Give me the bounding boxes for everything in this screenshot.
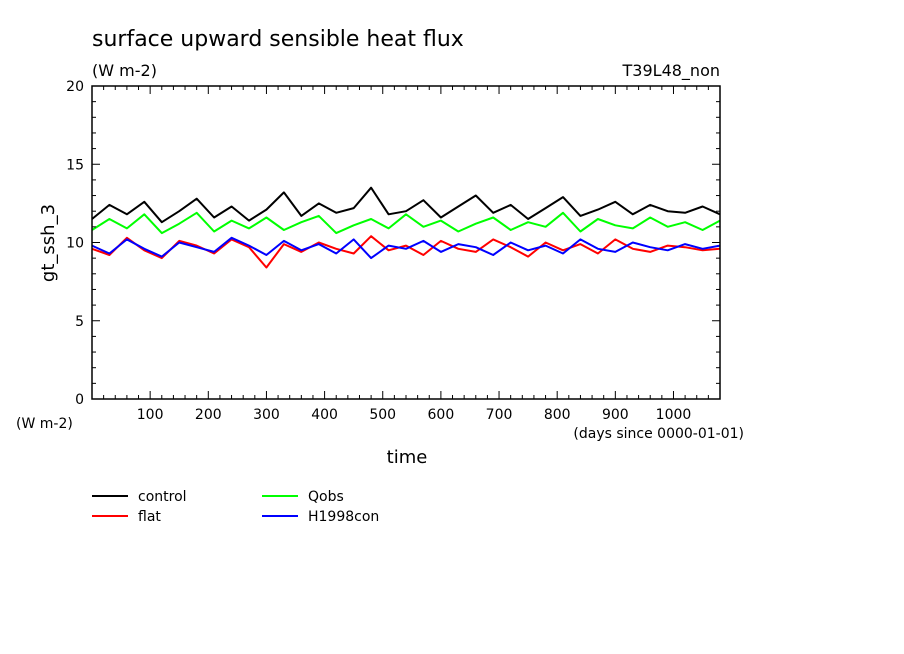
legend-label-control: control (138, 489, 187, 505)
x-tick-label: 200 (195, 407, 222, 423)
x-tick-label: 700 (486, 407, 513, 423)
legend-label-flat: flat (138, 509, 161, 525)
y-tick-label: 10 (66, 236, 84, 252)
y-axis-label: gt_ssh_3 (38, 204, 59, 282)
x-tick-label: 600 (428, 407, 455, 423)
x-tick-label: 100 (137, 407, 164, 423)
y-tick-label: 20 (66, 79, 84, 95)
y-tick-label: 5 (75, 314, 84, 330)
series-line-flat (91, 235, 721, 269)
series-line-control (91, 186, 721, 224)
x-tick-label: 800 (544, 407, 571, 423)
series-line-h1998con (91, 236, 721, 260)
chart-units: (W m-2) (92, 61, 157, 80)
x-tick-label: 300 (253, 407, 280, 423)
x-units-label: (days since 0000-01-01) (573, 426, 744, 442)
tick-layer: 100 200 300 400 500 600 700 800 900 1000 0 5 10 15 20 (66, 79, 720, 423)
y-tick-label: 15 (66, 157, 84, 173)
y-tick-label: 0 (75, 392, 84, 408)
legend-label-h1998con: H1998con (308, 509, 379, 525)
legend-label-qobs: Qobs (308, 489, 344, 505)
x-tick-label: 500 (369, 407, 396, 423)
x-tick-label: 400 (311, 407, 338, 423)
x-tick-label: 1000 (656, 407, 692, 423)
y-units-label: (W m-2) (16, 416, 73, 432)
chart-title: surface upward sensible heat flux (92, 27, 464, 52)
series-line-qobs (91, 211, 721, 235)
run-label: T39L48_non (622, 61, 720, 81)
series-layer (91, 186, 721, 269)
x-tick-label: 900 (602, 407, 629, 423)
legend: control flat Qobs H1998con (92, 489, 379, 525)
x-axis-label: time (387, 447, 428, 468)
